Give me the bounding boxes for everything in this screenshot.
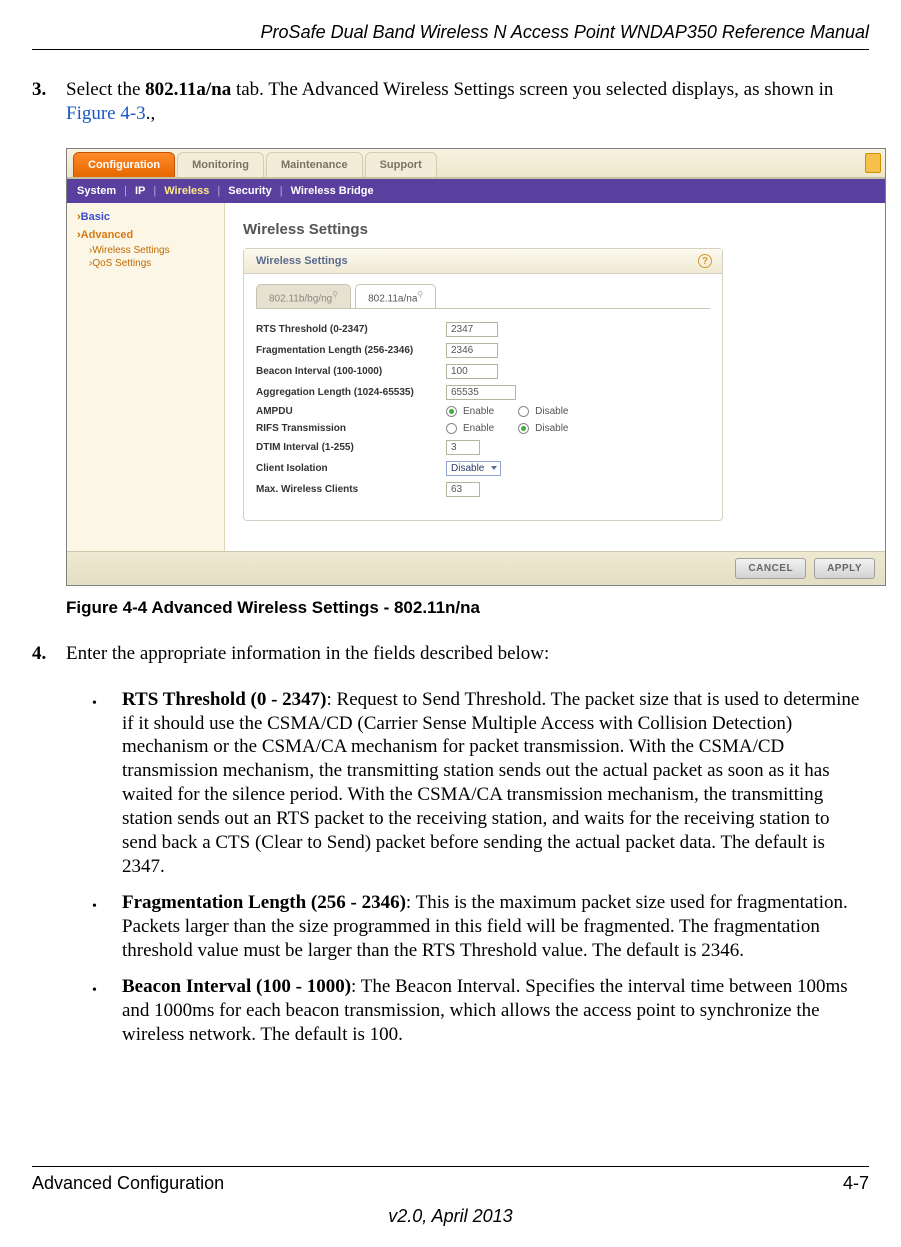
ampdu-disable-text: Disable [535, 406, 568, 417]
bullet-beacon: • Beacon Interval (100 - 1000): The Beac… [92, 975, 869, 1047]
wifi-icon: ⚲ [417, 290, 423, 299]
ampdu-enable-radio[interactable] [446, 406, 457, 417]
bullet-dot: • [92, 983, 97, 998]
running-header: ProSafe Dual Band Wireless N Access Poin… [32, 22, 869, 50]
wifi-icon: ⚲ [332, 290, 338, 299]
figure-caption: Figure 4-4 Advanced Wireless Settings - … [66, 598, 869, 618]
logout-icon[interactable] [865, 153, 881, 173]
frag-label: Fragmentation Length (256-2346) [256, 345, 446, 356]
subnav-wireless[interactable]: Wireless [164, 185, 209, 197]
bullet-rts-bold: RTS Threshold (0 - 2347) [122, 689, 327, 710]
rifs-enable-radio[interactable] [446, 423, 457, 434]
rts-label: RTS Threshold (0-2347) [256, 324, 446, 335]
max-input[interactable] [446, 482, 480, 497]
rifs-disable-text: Disable [535, 423, 568, 434]
footer-section: Advanced Configuration [32, 1173, 224, 1194]
bullet-rts-text: : Request to Send Threshold. The packet … [122, 689, 859, 878]
rifs-enable-text: Enable [463, 423, 494, 434]
wireless-settings-panel: Wireless Settings ? 802.11b/bg/ng⚲ 802.1… [243, 248, 723, 521]
bullet-dot: • [92, 899, 97, 914]
beacon-label: Beacon Interval (100-1000) [256, 366, 446, 377]
rifs-label: RIFS Transmission [256, 423, 446, 434]
bullet-frag: • Fragmentation Length (256 - 2346): Thi… [92, 891, 869, 963]
iso-select[interactable]: Disable [446, 461, 501, 476]
nav-advanced[interactable]: Advanced [77, 229, 214, 241]
left-nav: Basic Advanced Wireless Settings QoS Set… [67, 203, 225, 551]
ampdu-disable-radio[interactable] [518, 406, 529, 417]
figure-link[interactable]: Figure 4-3 [66, 103, 146, 124]
bullet-frag-bold: Fragmentation Length (256 - 2346) [122, 892, 406, 913]
tab-80211ana[interactable]: 802.11a/na⚲ [355, 284, 436, 308]
subnav-system[interactable]: System [77, 185, 116, 197]
ampdu-label: AMPDU [256, 406, 446, 417]
beacon-input[interactable] [446, 364, 498, 379]
tab-80211bgng[interactable]: 802.11b/bg/ng⚲ [256, 284, 351, 308]
step-4-number: 4. [32, 642, 66, 666]
tab-support[interactable]: Support [365, 152, 437, 177]
footer-page: 4-7 [843, 1173, 869, 1194]
step-3-pre: Select the [66, 79, 145, 100]
page-footer: Advanced Configuration 4-7 v2.0, April 2… [32, 1166, 869, 1227]
step-4: 4. Enter the appropriate information in … [32, 642, 869, 666]
panel-header: Wireless Settings ? [244, 249, 722, 274]
subnav-bridge[interactable]: Wireless Bridge [291, 185, 374, 197]
tab-monitoring[interactable]: Monitoring [177, 152, 264, 177]
agg-label: Aggregation Length (1024-65535) [256, 387, 446, 398]
footer-version: v2.0, April 2013 [32, 1206, 869, 1227]
step-3-post: tab. The Advanced Wireless Settings scre… [231, 79, 833, 100]
sub-nav-bar: System| IP| Wireless| Security| Wireless… [67, 179, 885, 203]
bullet-dot: • [92, 696, 97, 711]
subnav-security[interactable]: Security [228, 185, 271, 197]
band-tabs: 802.11b/bg/ng⚲ 802.11a/na⚲ [244, 274, 722, 308]
frag-input[interactable] [446, 343, 498, 358]
step-3-tail: ., [146, 103, 156, 124]
screenshot-footer: CANCEL APPLY [67, 551, 885, 585]
nav-qos-settings[interactable]: QoS Settings [77, 258, 214, 269]
tab-configuration[interactable]: Configuration [73, 152, 175, 177]
cancel-button[interactable]: CANCEL [735, 558, 806, 579]
bullet-beacon-bold: Beacon Interval (100 - 1000) [122, 976, 351, 997]
dtim-label: DTIM Interval (1-255) [256, 442, 446, 453]
apply-button[interactable]: APPLY [814, 558, 875, 579]
iso-label: Client Isolation [256, 463, 446, 474]
subnav-ip[interactable]: IP [135, 185, 145, 197]
step-3: 3. Select the 802.11a/na tab. The Advanc… [32, 78, 869, 126]
step-3-number: 3. [32, 78, 66, 126]
screenshot: Configuration Monitoring Maintenance Sup… [66, 148, 886, 586]
step-4-body: Enter the appropriate information in the… [66, 642, 869, 666]
max-label: Max. Wireless Clients [256, 484, 446, 495]
rifs-disable-radio[interactable] [518, 423, 529, 434]
top-tab-bar: Configuration Monitoring Maintenance Sup… [67, 149, 885, 179]
dtim-input[interactable] [446, 440, 480, 455]
tab-maintenance[interactable]: Maintenance [266, 152, 363, 177]
settings-form: RTS Threshold (0-2347) Fragmentation Len… [256, 308, 710, 506]
panel-title: Wireless Settings [256, 255, 348, 267]
ampdu-enable-text: Enable [463, 406, 494, 417]
nav-basic[interactable]: Basic [77, 211, 214, 223]
nav-wireless-settings[interactable]: Wireless Settings [77, 245, 214, 256]
step-3-bold: 802.11a/na [145, 79, 231, 100]
bullet-rts: • RTS Threshold (0 - 2347): Request to S… [92, 688, 869, 880]
agg-input[interactable] [446, 385, 516, 400]
rts-input[interactable] [446, 322, 498, 337]
content-title: Wireless Settings [243, 221, 867, 238]
help-icon[interactable]: ? [698, 254, 712, 268]
step-3-body: Select the 802.11a/na tab. The Advanced … [66, 78, 869, 126]
